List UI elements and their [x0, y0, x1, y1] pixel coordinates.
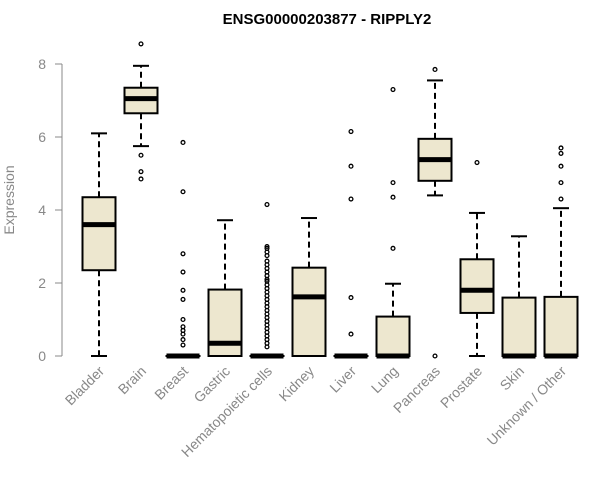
outlier-point [138, 152, 144, 158]
y-tick-label: 4 [38, 202, 46, 218]
outlier-point [264, 243, 270, 250]
box-iqr [543, 295, 579, 357]
x-tick-label: Skin [497, 363, 528, 394]
outlier-point [432, 66, 438, 73]
box-brain [123, 41, 159, 182]
outlier-point [558, 150, 564, 156]
x-tick-label: Prostate [437, 363, 485, 411]
box-kidney [291, 217, 327, 358]
x-tick-label: Bladder [62, 363, 108, 409]
boxes [81, 41, 579, 359]
outlier-point [180, 342, 186, 348]
x-tick-label: Breast [151, 363, 191, 403]
box-iqr [501, 296, 537, 358]
outlier-point [180, 331, 186, 337]
outlier-point [432, 353, 438, 359]
outlier-point [390, 245, 396, 251]
outlier-point [474, 160, 480, 166]
box-hematopoietic-cells [249, 201, 285, 359]
outlier-point [348, 128, 354, 135]
box-breast [165, 139, 201, 359]
outlier-point [558, 145, 564, 151]
outlier-point [558, 180, 564, 186]
outlier-point [180, 296, 186, 302]
outlier-point [390, 180, 396, 186]
box-iqr [459, 258, 495, 314]
box-iqr [375, 315, 411, 357]
box-bladder [81, 132, 117, 357]
outlier-point [390, 87, 396, 93]
outlier-point [138, 176, 144, 182]
box-prostate [459, 160, 495, 357]
outlier-point [264, 344, 270, 350]
outlier-point [264, 201, 270, 208]
outlier-point [348, 163, 354, 169]
x-tick-label: Liver [326, 363, 359, 396]
box-liver [333, 128, 369, 359]
box-gastric [207, 219, 243, 358]
chart-title: ENSG00000203877 - RIPPLY2 [223, 11, 432, 28]
y-tick-label: 0 [38, 348, 46, 364]
x-tick-label: Kidney [276, 363, 318, 405]
outlier-point [180, 189, 186, 195]
y-tick-label: 8 [38, 56, 46, 72]
box-iqr [207, 288, 243, 358]
outlier-point [390, 194, 396, 200]
y-tick-label: 2 [38, 275, 46, 291]
outlier-point [138, 41, 144, 47]
y-tick-label: 6 [38, 129, 46, 145]
outlier-point [180, 139, 186, 146]
x-tick-label: Lung [368, 363, 401, 396]
outlier-point [180, 269, 186, 275]
y-axis: 0 2 4 6 8 [38, 56, 63, 364]
box-iqr [291, 266, 327, 358]
outlier-point [180, 316, 186, 323]
outlier-point [180, 337, 186, 343]
outlier-point [138, 169, 144, 175]
box-lung [375, 87, 411, 359]
outlier-point [558, 163, 564, 169]
x-tick-label: Unknown / Other [484, 363, 570, 449]
x-tick-label: Brain [115, 363, 149, 397]
outlier-point [180, 251, 186, 257]
outlier-point [264, 276, 270, 282]
box-skin [501, 235, 537, 359]
outlier-point [348, 295, 354, 301]
outlier-point [180, 287, 186, 293]
box-unknown-other [543, 145, 579, 359]
x-tick-label: Pancreas [390, 363, 443, 416]
outlier-point [558, 196, 564, 202]
outlier-point [348, 331, 354, 337]
box-iqr [81, 196, 117, 272]
box-pancreas [417, 66, 453, 359]
outlier-point [264, 253, 270, 259]
y-axis-label: Expression [1, 165, 17, 234]
outlier-point [348, 196, 354, 202]
